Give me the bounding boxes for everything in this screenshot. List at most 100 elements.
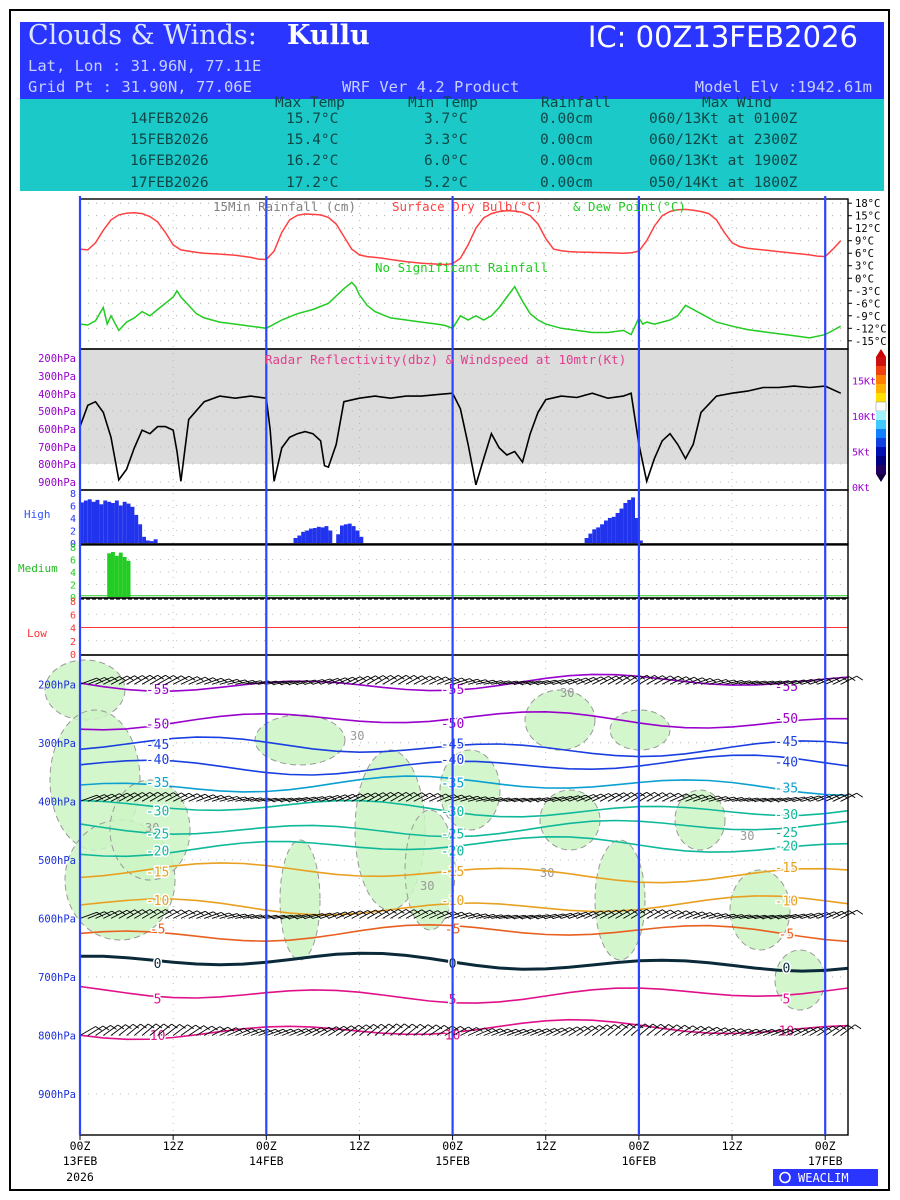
cloud-bar (316, 526, 321, 544)
wind-barb-flag (427, 1024, 435, 1029)
wind-barb (281, 914, 300, 919)
wind-barb-flag (390, 792, 397, 797)
wind-barb (452, 678, 470, 685)
isotherm-line (80, 951, 849, 973)
wind-barb (623, 674, 640, 685)
wind-barb-flag (599, 1025, 606, 1030)
isotherm-label: 0 (154, 957, 162, 972)
wind-barb (530, 1028, 548, 1036)
wind-barb-flag (181, 792, 188, 798)
wind-barb (638, 675, 655, 685)
wind-barb (219, 1027, 237, 1036)
wind-barb (141, 1023, 157, 1036)
cloud-tick-label: 0 (70, 650, 76, 661)
wind-barb (793, 1027, 811, 1036)
wind-barb (110, 675, 128, 685)
row-min-temp: 3.3°C (424, 132, 468, 148)
wind-barb (615, 792, 632, 802)
wind-barb (172, 909, 190, 919)
wind-barb-flag (329, 795, 337, 801)
wind-barb-flag (445, 676, 452, 682)
wind-barb (157, 1023, 172, 1036)
wind-barb-flag (163, 1023, 170, 1029)
row-max-wind: 050/14Kt at 1800Z (649, 175, 798, 191)
wind-barb (196, 677, 214, 685)
time-tick-label: 12Z (163, 1139, 184, 1153)
wind-barb (343, 910, 361, 919)
wind-barb (460, 912, 478, 919)
wind-barb (708, 913, 727, 919)
wind-barb (79, 794, 98, 802)
wind-barb-flag (686, 793, 693, 799)
wind-barb (351, 792, 369, 802)
dry-bulb-line (79, 208, 842, 266)
wind-barb-flag (437, 793, 444, 798)
wind-barb (693, 912, 711, 919)
isotherm-label: -40 (146, 753, 169, 768)
wind-barb (95, 793, 113, 802)
wind-barb-flag (165, 792, 172, 797)
cloud-bar (134, 514, 139, 543)
wind-barb-flag (811, 913, 818, 918)
wind-barb (467, 796, 486, 802)
day-label: 13FEB (63, 1154, 98, 1168)
wind-barb (692, 1026, 710, 1036)
pressure-tick-label: 400hPa (38, 796, 76, 808)
wind-barb (747, 680, 766, 685)
wind-barb-flag (716, 1026, 724, 1032)
header-banner: Clouds & Winds: Kullu IC: 00Z13FEB2026 L… (20, 20, 884, 99)
wind-barb (825, 910, 842, 919)
wind-barb-flag (358, 1024, 365, 1030)
wind-barb-flag (173, 909, 180, 915)
wind-barb (118, 675, 135, 685)
wind-barb-flag (149, 909, 157, 914)
wind-barb (483, 680, 502, 685)
wind-barb (336, 910, 353, 919)
wind-barb (87, 1025, 104, 1036)
isotherm-line (79, 985, 849, 1004)
wind-barb (141, 791, 158, 802)
wind-barb (405, 792, 423, 802)
wind-barb (677, 793, 695, 802)
wind-barb-flag (476, 1027, 483, 1032)
day-label: 17FEB (808, 1154, 843, 1168)
wind-barb (739, 1028, 757, 1036)
wind-barb (499, 680, 517, 685)
isotherm-line (79, 923, 849, 943)
wind-barb-flag (149, 674, 157, 680)
wind-barb (755, 914, 774, 919)
wind-barb-flag (252, 797, 260, 802)
wind-barb-flag (803, 679, 811, 685)
wind-barb (677, 910, 695, 919)
wind-barb (739, 680, 758, 685)
wind-barb (273, 1028, 292, 1036)
wind-barb (219, 913, 238, 919)
cloud-bar (340, 525, 344, 543)
wind-barb (661, 675, 679, 685)
wind-barb (211, 795, 230, 802)
wind-barb (266, 914, 285, 919)
wind-barb (366, 909, 384, 919)
wind-barb-flag (670, 909, 677, 915)
wind-barb (188, 676, 206, 685)
row-max-temp: 17.2°C (286, 175, 339, 191)
cloud-bar (122, 501, 127, 544)
col-header-max-wind: Max Wind (702, 95, 772, 111)
wind-barb-flag (388, 1023, 396, 1029)
wind-barb (374, 792, 391, 802)
wind-barb (592, 1024, 608, 1036)
wind-barb-flag (570, 795, 578, 801)
wind-barb (700, 678, 719, 685)
rainfall-title: 15Min Rainfall (cm) (213, 199, 356, 214)
wind-barb (724, 797, 742, 802)
wind-barb (382, 791, 399, 802)
time-tick-label: 12Z (722, 1139, 743, 1153)
wind-barb (242, 797, 261, 802)
cloud-bar (126, 503, 131, 543)
wind-barb (747, 914, 766, 919)
wind-barb-flag (421, 675, 429, 681)
wind-barb (716, 913, 735, 919)
wind-barb-flag (181, 909, 188, 915)
wind-barb-flag (365, 1024, 373, 1030)
wind-barb-flag (437, 910, 444, 915)
